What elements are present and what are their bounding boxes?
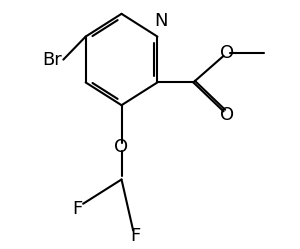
Text: F: F [72,200,82,218]
Text: O: O [220,106,234,124]
Text: Br: Br [42,51,62,69]
Text: N: N [154,12,168,30]
Text: F: F [130,227,140,245]
Text: O: O [115,138,129,156]
Text: O: O [220,44,234,62]
